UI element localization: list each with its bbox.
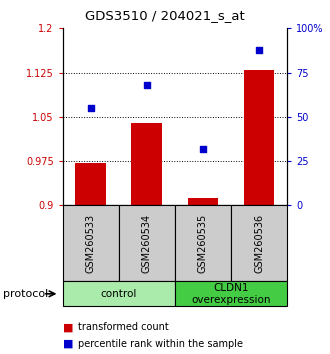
- Text: ■: ■: [63, 339, 73, 349]
- Point: [200, 146, 206, 152]
- Bar: [63, 281, 175, 306]
- Bar: [187, 198, 218, 205]
- Bar: [119, 205, 175, 281]
- Point: [256, 47, 262, 52]
- Text: CLDN1
overexpression: CLDN1 overexpression: [191, 283, 271, 305]
- Bar: [63, 205, 119, 281]
- Point: [144, 82, 149, 88]
- Text: GSM260533: GSM260533: [86, 214, 96, 273]
- Bar: [244, 70, 275, 205]
- Bar: [75, 163, 106, 205]
- Text: GSM260535: GSM260535: [198, 214, 208, 273]
- Text: GDS3510 / 204021_s_at: GDS3510 / 204021_s_at: [85, 10, 245, 22]
- Point: [88, 105, 93, 111]
- Text: protocol: protocol: [3, 289, 49, 299]
- Text: GSM260534: GSM260534: [142, 214, 152, 273]
- Bar: [175, 281, 287, 306]
- Text: transformed count: transformed count: [78, 322, 168, 332]
- Text: control: control: [101, 289, 137, 299]
- Bar: [231, 205, 287, 281]
- Text: GSM260536: GSM260536: [254, 214, 264, 273]
- Text: ■: ■: [63, 322, 73, 332]
- Text: percentile rank within the sample: percentile rank within the sample: [78, 339, 243, 349]
- Bar: [131, 123, 162, 205]
- Bar: [175, 205, 231, 281]
